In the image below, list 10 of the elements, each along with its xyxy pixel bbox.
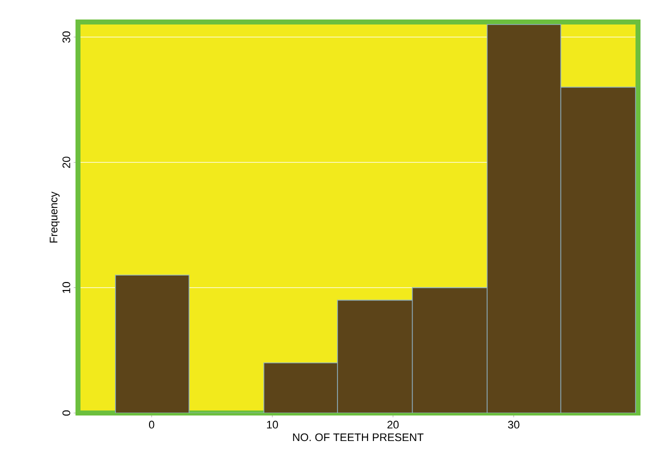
x-tick-label: 0	[148, 420, 154, 429]
y-tick-label: 10	[62, 282, 70, 293]
x-tick-label: 20	[387, 420, 399, 429]
x-axis-title: NO. OF TEETH PRESENT	[293, 433, 424, 442]
x-tick-label: 10	[267, 420, 278, 429]
y-tick-label: 30	[62, 31, 70, 43]
y-axis-title: Frequency	[50, 192, 60, 242]
y-tick-label: 20	[62, 156, 70, 168]
y-tick-label: 0	[62, 410, 70, 416]
x-tick-label: 30	[508, 420, 520, 429]
